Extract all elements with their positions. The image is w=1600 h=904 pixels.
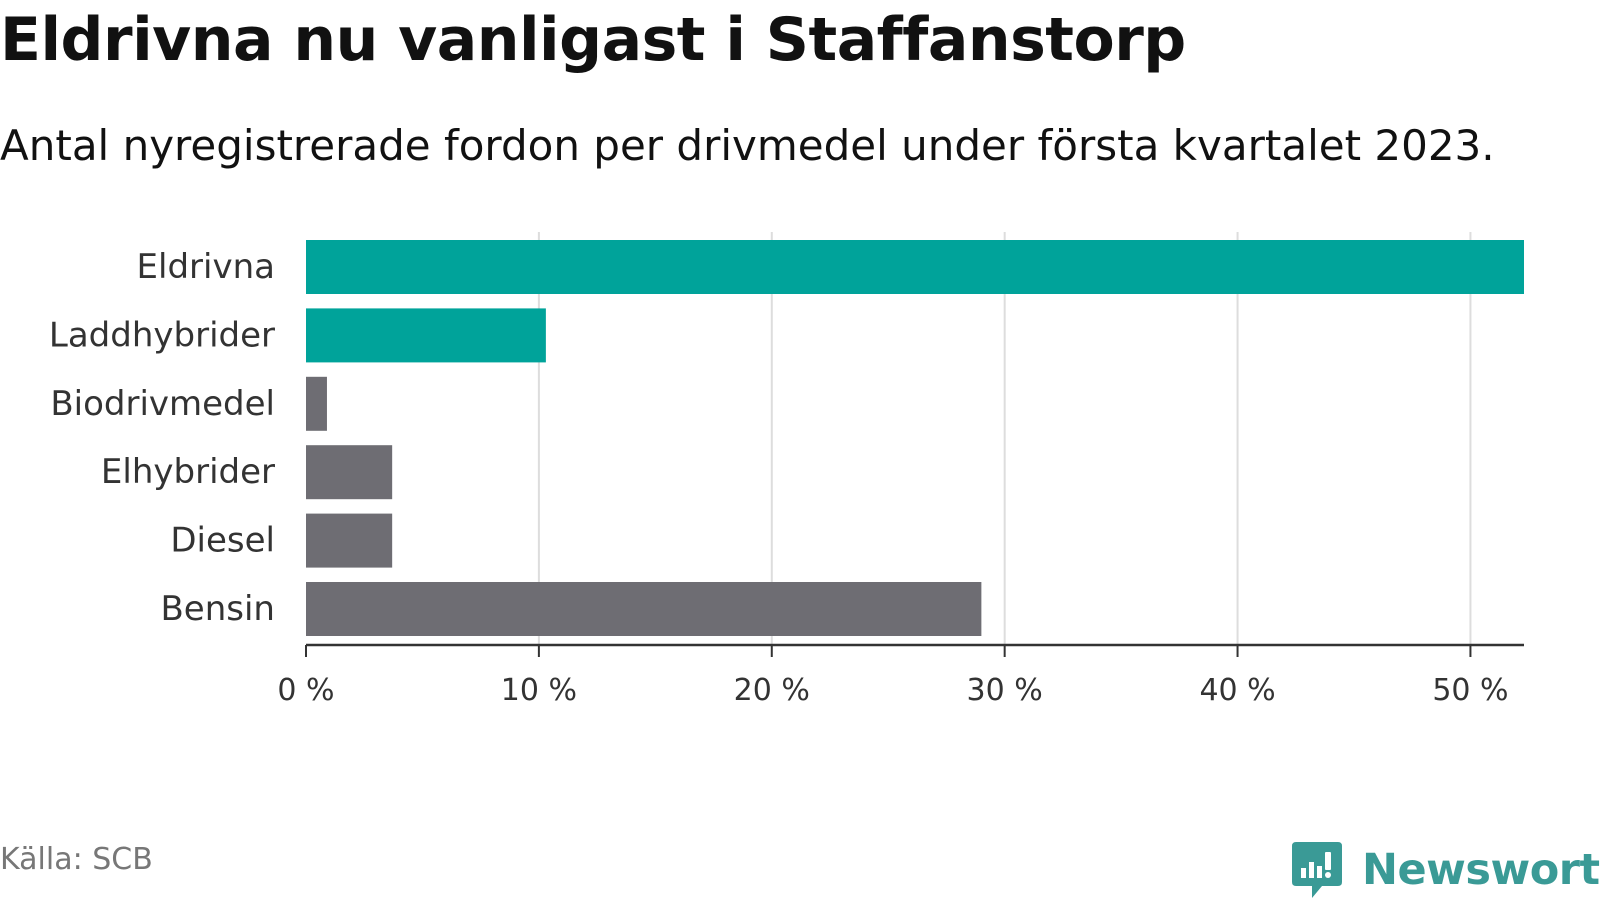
chart-title: Eldrivna nu vanligast i Staffanstorp (0, 5, 1186, 75)
category-labels: Eldrivna Laddhybrider Biodrivmedel Elhybrid… (49, 247, 275, 629)
category-label: Elhybrider (101, 452, 275, 492)
x-axis: 0 % 10 % 20 % 30 % 40 % 50 % (277, 643, 1524, 708)
newsworthy-logo-icon (1292, 842, 1342, 898)
x-tick-label: 20 % (734, 673, 810, 708)
source-note: Källa: SCB (0, 842, 153, 877)
x-tick-label: 30 % (967, 673, 1043, 708)
x-tick-label: 10 % (501, 673, 577, 708)
bar-laddhybrider (306, 308, 546, 363)
x-tick-label: 0 % (277, 673, 334, 708)
category-label: Eldrivna (137, 247, 275, 287)
brand-name: Newsworthy (1362, 845, 1600, 895)
category-label: Bensin (160, 589, 275, 629)
grid-lines (537, 232, 1472, 645)
x-tick-label: 40 % (1199, 673, 1275, 708)
chart-subtitle: Antal nyregistrerade fordon per drivmede… (0, 121, 1495, 170)
bar-eldrivna (306, 240, 1524, 294)
bar-biodrivmedel (306, 376, 327, 431)
bar-elhybrider (306, 445, 393, 500)
x-tick-label: 50 % (1432, 673, 1508, 708)
category-label: Diesel (170, 521, 275, 561)
category-label: Biodrivmedel (50, 384, 275, 424)
bars (306, 240, 1524, 636)
bar-diesel (306, 513, 393, 568)
category-label: Laddhybrider (49, 315, 275, 355)
bar-bensin (306, 582, 982, 636)
